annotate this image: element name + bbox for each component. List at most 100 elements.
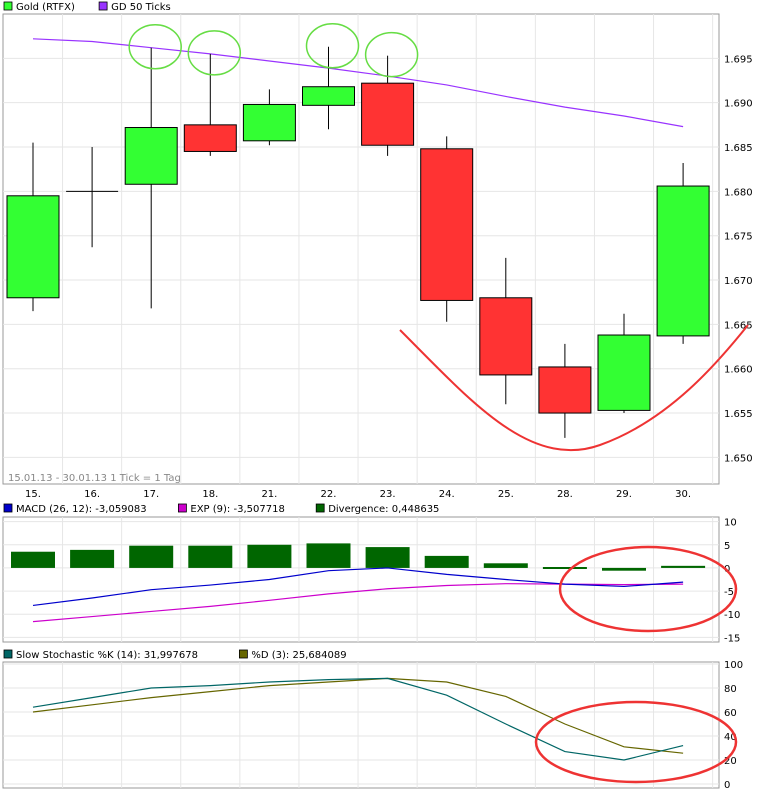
divergence-bar-9 <box>542 567 587 569</box>
highlight-ellipse-macd <box>558 545 738 633</box>
y-tick-label-5: -15 <box>724 633 740 644</box>
legend-swatch-0 <box>3 649 13 659</box>
stochastic-panel: 100 80 60 40 20 0 Slow Stochastic %K (14): 31… <box>2 649 743 791</box>
candle-body-10 <box>597 334 651 411</box>
price-panel: 1.650 1.655 1.660 1.665 1.670 1.675 1.680 1.685… <box>2 1 753 500</box>
legend-label-1: EXP (9): -3,507718 <box>190 504 284 515</box>
y-tick-label-0: 100 <box>724 660 743 671</box>
y-tick-label-0: 1.650 <box>724 453 753 464</box>
price-y-axis: 1.650 1.655 1.660 1.665 1.670 1.675 1.680 1.685… <box>724 54 753 464</box>
divergence-bar-5 <box>306 543 351 568</box>
divergence-series <box>11 543 706 571</box>
y-tick-label-9: 1.695 <box>724 54 753 65</box>
price-annotations <box>128 23 749 452</box>
percent-k-line <box>32 677 684 761</box>
y-tick-label-2: 1.660 <box>724 365 753 376</box>
y-tick-label-1: 1.655 <box>724 409 753 420</box>
legend-swatch-1 <box>98 1 108 11</box>
x-tick-label-10: 29. <box>616 489 632 500</box>
divergence-bar-8 <box>483 563 528 568</box>
highlight-curve <box>399 324 749 452</box>
x-tick-label-9: 28. <box>557 489 573 500</box>
highlight-circle-2 <box>305 23 360 69</box>
highlight-ellipse-stochastic <box>534 700 738 784</box>
highlight-circle-1 <box>187 30 242 76</box>
legend-label-2: Divergence: 0,448635 <box>328 504 439 515</box>
candle-body-9 <box>538 366 592 414</box>
stochastic-legend: Slow Stochastic %K (14): 31,997678 %D (3)… <box>3 649 347 661</box>
legend-label-0: Slow Stochastic %K (14): 31,997678 <box>16 650 198 661</box>
candle-body-8 <box>479 297 533 376</box>
x-tick-label-8: 25. <box>498 489 514 500</box>
price-info-label: 15.01.13 - 30.01.13 1 Tick = 1 Tag <box>8 473 181 484</box>
divergence-bar-2 <box>129 545 174 568</box>
macd-lines <box>32 567 684 623</box>
divergence-bar-11 <box>661 565 706 568</box>
legend-label-1: GD 50 Ticks <box>111 2 171 13</box>
divergence-bar-6 <box>365 547 410 568</box>
stochastic-annotations <box>534 700 738 784</box>
candle-body-2 <box>124 127 178 185</box>
y-tick-label-2: 60 <box>724 708 737 719</box>
candle-body-4 <box>242 103 296 142</box>
x-tick-label-3: 18. <box>202 489 218 500</box>
y-tick-label-3: -5 <box>724 587 734 598</box>
macd-plot-frame <box>2 516 720 643</box>
candle-body-3 <box>183 124 237 152</box>
divergence-bar-3 <box>188 545 233 568</box>
price-legend: Gold (RTFX) GD 50 Ticks <box>3 1 171 13</box>
divergence-bar-10 <box>602 567 646 571</box>
highlight-circle-3 <box>364 31 419 78</box>
stochastic-grid <box>3 662 719 788</box>
x-tick-label-11: 30. <box>675 489 691 500</box>
y-tick-label-1: 80 <box>724 684 737 695</box>
divergence-bar-0 <box>11 551 55 568</box>
y-tick-label-7: 1.685 <box>724 143 753 154</box>
candlestick-series <box>6 46 710 438</box>
stochastic-lines <box>32 677 684 761</box>
x-tick-label-1: 16. <box>84 489 100 500</box>
moving-average-line <box>32 38 684 128</box>
legend-swatch-0 <box>3 503 13 513</box>
candle-body-0 <box>6 195 60 299</box>
y-tick-label-0: 10 <box>724 518 737 529</box>
legend-label-0: Gold (RTFX) <box>16 2 75 13</box>
x-tick-label-6: 23. <box>380 489 396 500</box>
legend-swatch-1 <box>238 649 248 659</box>
x-tick-label-5: 22. <box>321 489 337 500</box>
stochastic-y-axis: 100 80 60 40 20 0 <box>724 660 743 791</box>
candle-body-7 <box>420 148 474 301</box>
y-tick-label-3: 40 <box>724 732 737 743</box>
y-tick-label-5: 1.675 <box>724 232 753 243</box>
price-x-axis: 15. 16. 17. 18. 21. 22. 23. 24. 25. 28. 29. 30. <box>25 489 691 500</box>
divergence-bar-1 <box>70 549 115 568</box>
x-tick-label-7: 24. <box>439 489 455 500</box>
legend-label-1: %D (3): 25,684089 <box>251 650 346 661</box>
candle-body-6 <box>361 82 415 146</box>
x-tick-label-2: 17. <box>143 489 159 500</box>
legend-label-0: MACD (26, 12): -3,059083 <box>16 504 147 515</box>
x-tick-label-0: 15. <box>25 489 41 500</box>
y-tick-label-4: 1.670 <box>724 276 753 287</box>
y-tick-label-5: 0 <box>724 780 730 791</box>
percent-d-line <box>32 677 684 754</box>
stochastic-plot-frame <box>2 661 720 789</box>
legend-swatch-1 <box>177 503 187 513</box>
y-tick-label-3: 1.665 <box>724 320 753 331</box>
y-tick-label-1: 5 <box>724 541 730 552</box>
moving-average-series <box>32 38 684 128</box>
y-tick-label-4: 20 <box>724 756 737 767</box>
divergence-bar-4 <box>247 544 292 568</box>
legend-swatch-0 <box>3 1 13 11</box>
x-tick-label-4: 21. <box>261 489 277 500</box>
y-tick-label-4: -10 <box>724 610 740 621</box>
y-tick-label-8: 1.690 <box>724 99 753 110</box>
macd-legend: MACD (26, 12): -3,059083 EXP (9): -3,5077… <box>3 503 439 515</box>
candle-body-5 <box>302 86 355 106</box>
highlight-circle-0 <box>128 23 182 70</box>
macd-line <box>32 567 684 607</box>
candle-body-11 <box>656 185 710 337</box>
